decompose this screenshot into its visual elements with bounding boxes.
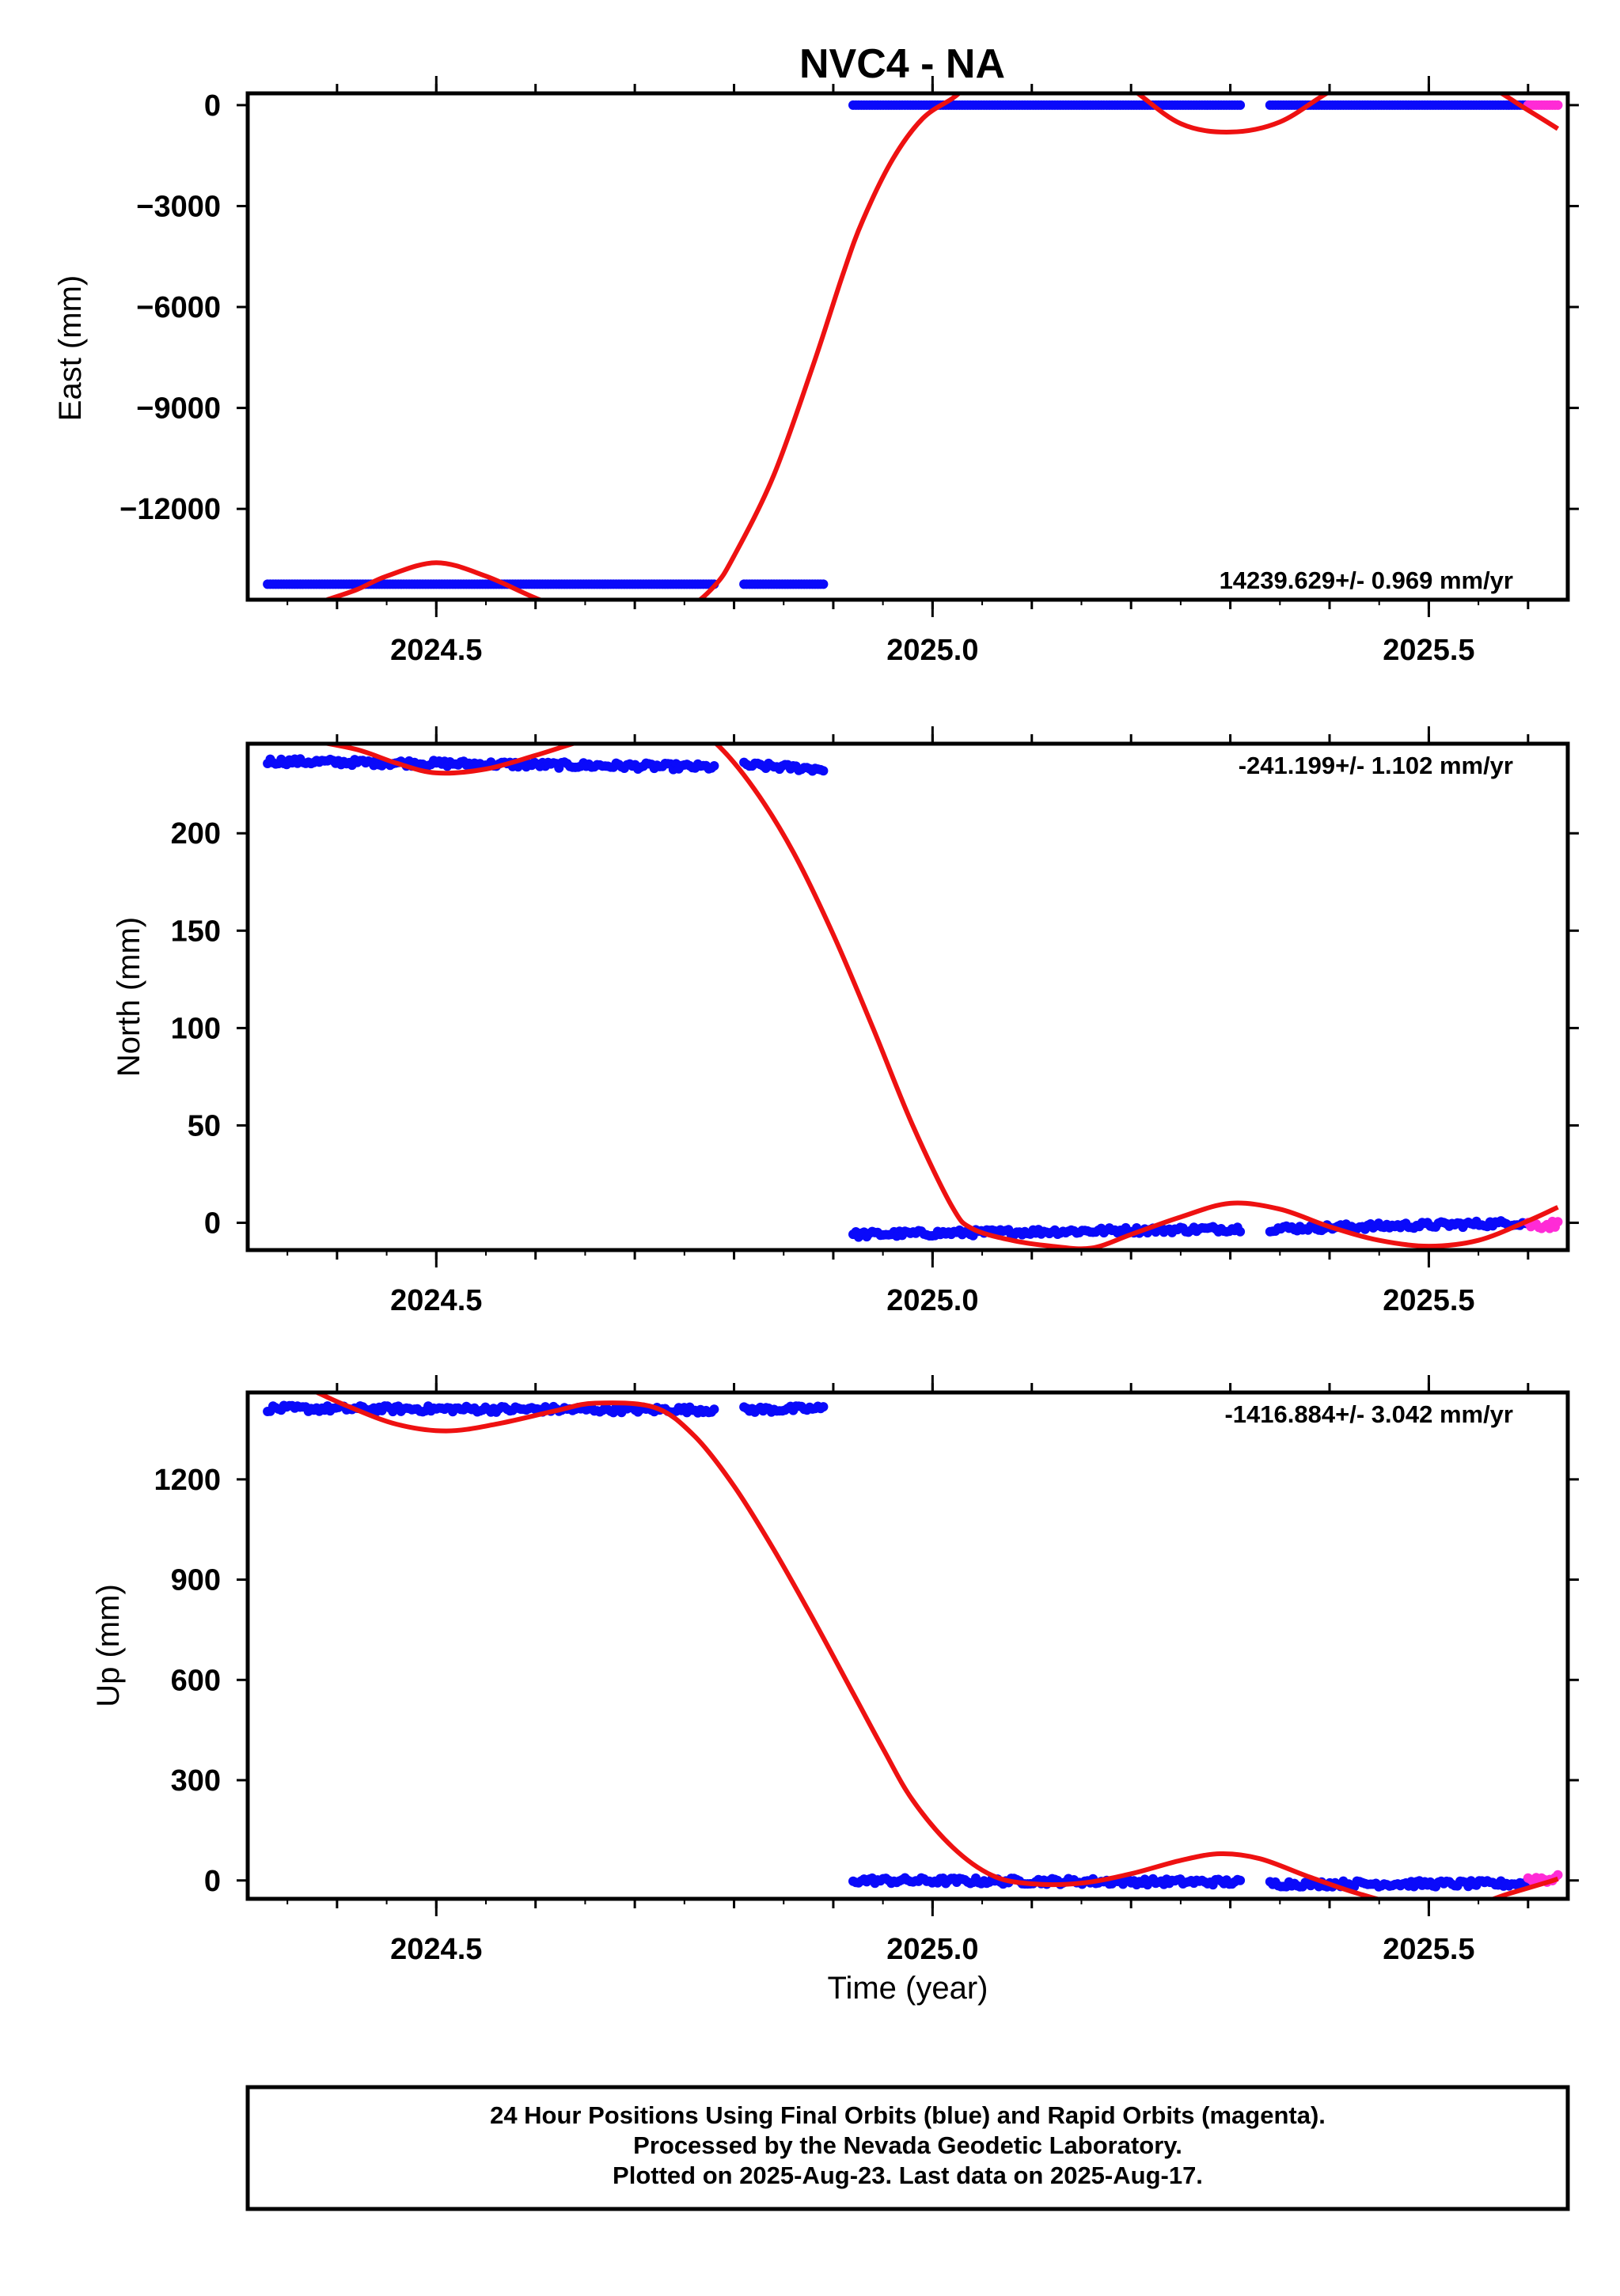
up-axis-label: Up (mm) bbox=[91, 1584, 126, 1707]
up-x-tick-label: 2024.5 bbox=[390, 1933, 482, 1966]
east-axis-label: East (mm) bbox=[53, 275, 88, 421]
up-final-series-1 bbox=[263, 1400, 719, 1418]
up-final-point bbox=[709, 1404, 719, 1415]
east-final-point bbox=[818, 579, 829, 589]
footer-line-1: 24 Hour Positions Using Final Orbits (bl… bbox=[490, 2101, 1326, 2129]
east-rapid-point bbox=[1553, 100, 1563, 110]
north-y-tick-label: 50 bbox=[188, 1109, 221, 1142]
north-final-series-2 bbox=[739, 757, 829, 776]
up-x-tick-label: 2025.5 bbox=[1383, 1933, 1474, 1966]
up-y-tick-label: 0 bbox=[204, 1865, 221, 1898]
up-plot-frame bbox=[245, 1390, 1570, 1901]
east-series-group bbox=[263, 93, 1563, 600]
north-rapid-point bbox=[1553, 1217, 1563, 1227]
east-x-tick-label: 2025.0 bbox=[886, 634, 978, 667]
up-rate-label: -1416.884+/- 3.042 mm/yr bbox=[1224, 1400, 1513, 1428]
up-x-tick-label: 2025.0 bbox=[886, 1933, 978, 1966]
up-final-series-2 bbox=[739, 1401, 829, 1417]
north-panel: 0 50 100 150 200 2024.5 2025.0 2025.5 North (mm… bbox=[112, 726, 1579, 1317]
north-final-point bbox=[818, 766, 829, 776]
footer-frame bbox=[245, 2085, 1570, 2211]
up-y-tick-label: 300 bbox=[171, 1764, 221, 1798]
north-final-series-3 bbox=[848, 1222, 1246, 1242]
north-x-tick-label: 2025.5 bbox=[1383, 1284, 1474, 1317]
east-model-curve bbox=[326, 93, 1560, 600]
up-series-group bbox=[263, 1392, 1563, 1899]
east-x-tick-label: 2024.5 bbox=[390, 634, 482, 667]
east-final-point bbox=[1235, 100, 1246, 110]
up-y-tick-label: 900 bbox=[171, 1564, 221, 1597]
east-final-series-2 bbox=[739, 579, 829, 589]
up-final-point bbox=[818, 1402, 829, 1412]
up-y-tick-label: 600 bbox=[171, 1664, 221, 1697]
footer-line-2: Processed by the Nevada Geodetic Laborat… bbox=[633, 2131, 1182, 2159]
east-data-layer bbox=[263, 93, 1563, 600]
north-data-layer bbox=[263, 744, 1563, 1250]
north-y-tick-label: 200 bbox=[171, 817, 221, 851]
east-rapid-series bbox=[1523, 100, 1563, 110]
up-final-point bbox=[1235, 1875, 1246, 1885]
north-ticks: 0 50 100 150 200 2024.5 2025.0 2025.5 bbox=[171, 726, 1579, 1317]
up-data-layer bbox=[263, 1392, 1563, 1899]
north-rate-label: -241.199+/- 1.102 mm/yr bbox=[1239, 752, 1513, 779]
north-series-group bbox=[263, 744, 1563, 1250]
up-y-tick-label: 1200 bbox=[154, 1464, 221, 1497]
north-rapid-series bbox=[1523, 1216, 1563, 1233]
up-panel: 0 300 600 900 1200 2024.5 2025.0 2025.5 Up (mm)… bbox=[91, 1375, 1579, 2006]
north-final-point bbox=[709, 761, 719, 771]
east-y-tick-label: −9000 bbox=[136, 392, 221, 426]
east-final-series-3 bbox=[848, 100, 1246, 110]
east-y-tick-label: −12000 bbox=[120, 493, 221, 526]
east-final-series-1 bbox=[263, 579, 719, 589]
east-x-tick-label: 2025.5 bbox=[1383, 634, 1474, 667]
footer-line-3: Plotted on 2025-Aug-23. Last data on 202… bbox=[613, 2161, 1203, 2189]
time-axis-label: Time (year) bbox=[828, 1971, 988, 2006]
north-plot-frame bbox=[245, 741, 1570, 1252]
east-final-series-4 bbox=[1265, 100, 1533, 110]
figure-title: NVC4 - NA bbox=[799, 41, 1005, 87]
up-final-series-3 bbox=[848, 1873, 1246, 1890]
up-model-curve bbox=[316, 1392, 1559, 1899]
footer-box: 24 Hour Positions Using Final Orbits (bl… bbox=[245, 2085, 1570, 2211]
east-ticks: 0 −3000 −6000 −9000 −12000 2024.5 2025.0 2025.5 bbox=[120, 76, 1579, 667]
up-ticks: 0 300 600 900 1200 2024.5 2025.0 2025.5 bbox=[154, 1375, 1579, 1966]
north-y-tick-label: 100 bbox=[171, 1012, 221, 1045]
north-y-tick-label: 0 bbox=[204, 1207, 221, 1241]
north-final-series-1 bbox=[263, 754, 719, 775]
north-y-tick-label: 150 bbox=[171, 915, 221, 948]
north-x-tick-label: 2024.5 bbox=[390, 1284, 482, 1317]
east-y-tick-label: 0 bbox=[204, 89, 221, 123]
up-final-series-4 bbox=[1265, 1876, 1533, 1892]
east-panel: 0 −3000 −6000 −9000 −12000 2024.5 2025.0 2025.5… bbox=[53, 76, 1579, 667]
east-rate-label: 14239.629+/- 0.969 mm/yr bbox=[1220, 566, 1513, 594]
east-plot-frame bbox=[245, 91, 1570, 602]
east-y-tick-label: −3000 bbox=[136, 190, 221, 223]
north-final-point bbox=[1235, 1226, 1246, 1237]
north-x-tick-label: 2025.0 bbox=[886, 1284, 978, 1317]
north-model-curve bbox=[315, 744, 1559, 1250]
north-axis-label: North (mm) bbox=[112, 917, 146, 1077]
east-y-tick-label: −6000 bbox=[136, 291, 221, 324]
